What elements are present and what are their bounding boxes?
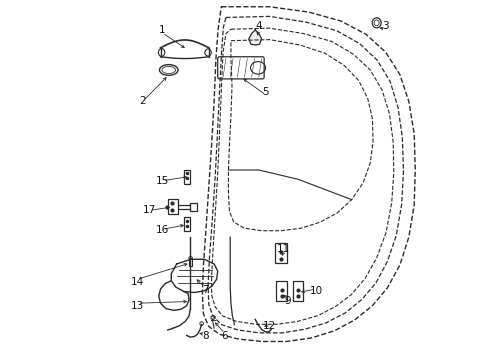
Text: 5: 5 — [262, 87, 269, 98]
Text: 14: 14 — [130, 277, 143, 287]
Bar — [275, 281, 287, 301]
Bar — [183, 217, 190, 231]
Bar — [167, 199, 178, 214]
Text: 15: 15 — [155, 176, 169, 186]
Text: 16: 16 — [155, 225, 169, 235]
Text: 3: 3 — [382, 21, 388, 31]
Text: 6: 6 — [221, 332, 228, 342]
Text: 13: 13 — [130, 301, 143, 311]
Bar — [190, 203, 196, 211]
Bar — [292, 281, 303, 301]
Text: 9: 9 — [284, 296, 290, 306]
Text: 12: 12 — [263, 321, 276, 331]
Polygon shape — [248, 30, 261, 45]
Text: 17: 17 — [143, 205, 156, 215]
Bar — [183, 170, 190, 184]
Text: 8: 8 — [202, 332, 208, 342]
Bar — [188, 258, 192, 266]
Text: 7: 7 — [202, 285, 208, 295]
Text: 4: 4 — [255, 21, 262, 31]
Text: 10: 10 — [309, 287, 322, 296]
Text: 11: 11 — [277, 244, 290, 253]
Bar — [274, 243, 287, 263]
Text: 1: 1 — [159, 25, 165, 35]
Text: 2: 2 — [139, 96, 146, 107]
